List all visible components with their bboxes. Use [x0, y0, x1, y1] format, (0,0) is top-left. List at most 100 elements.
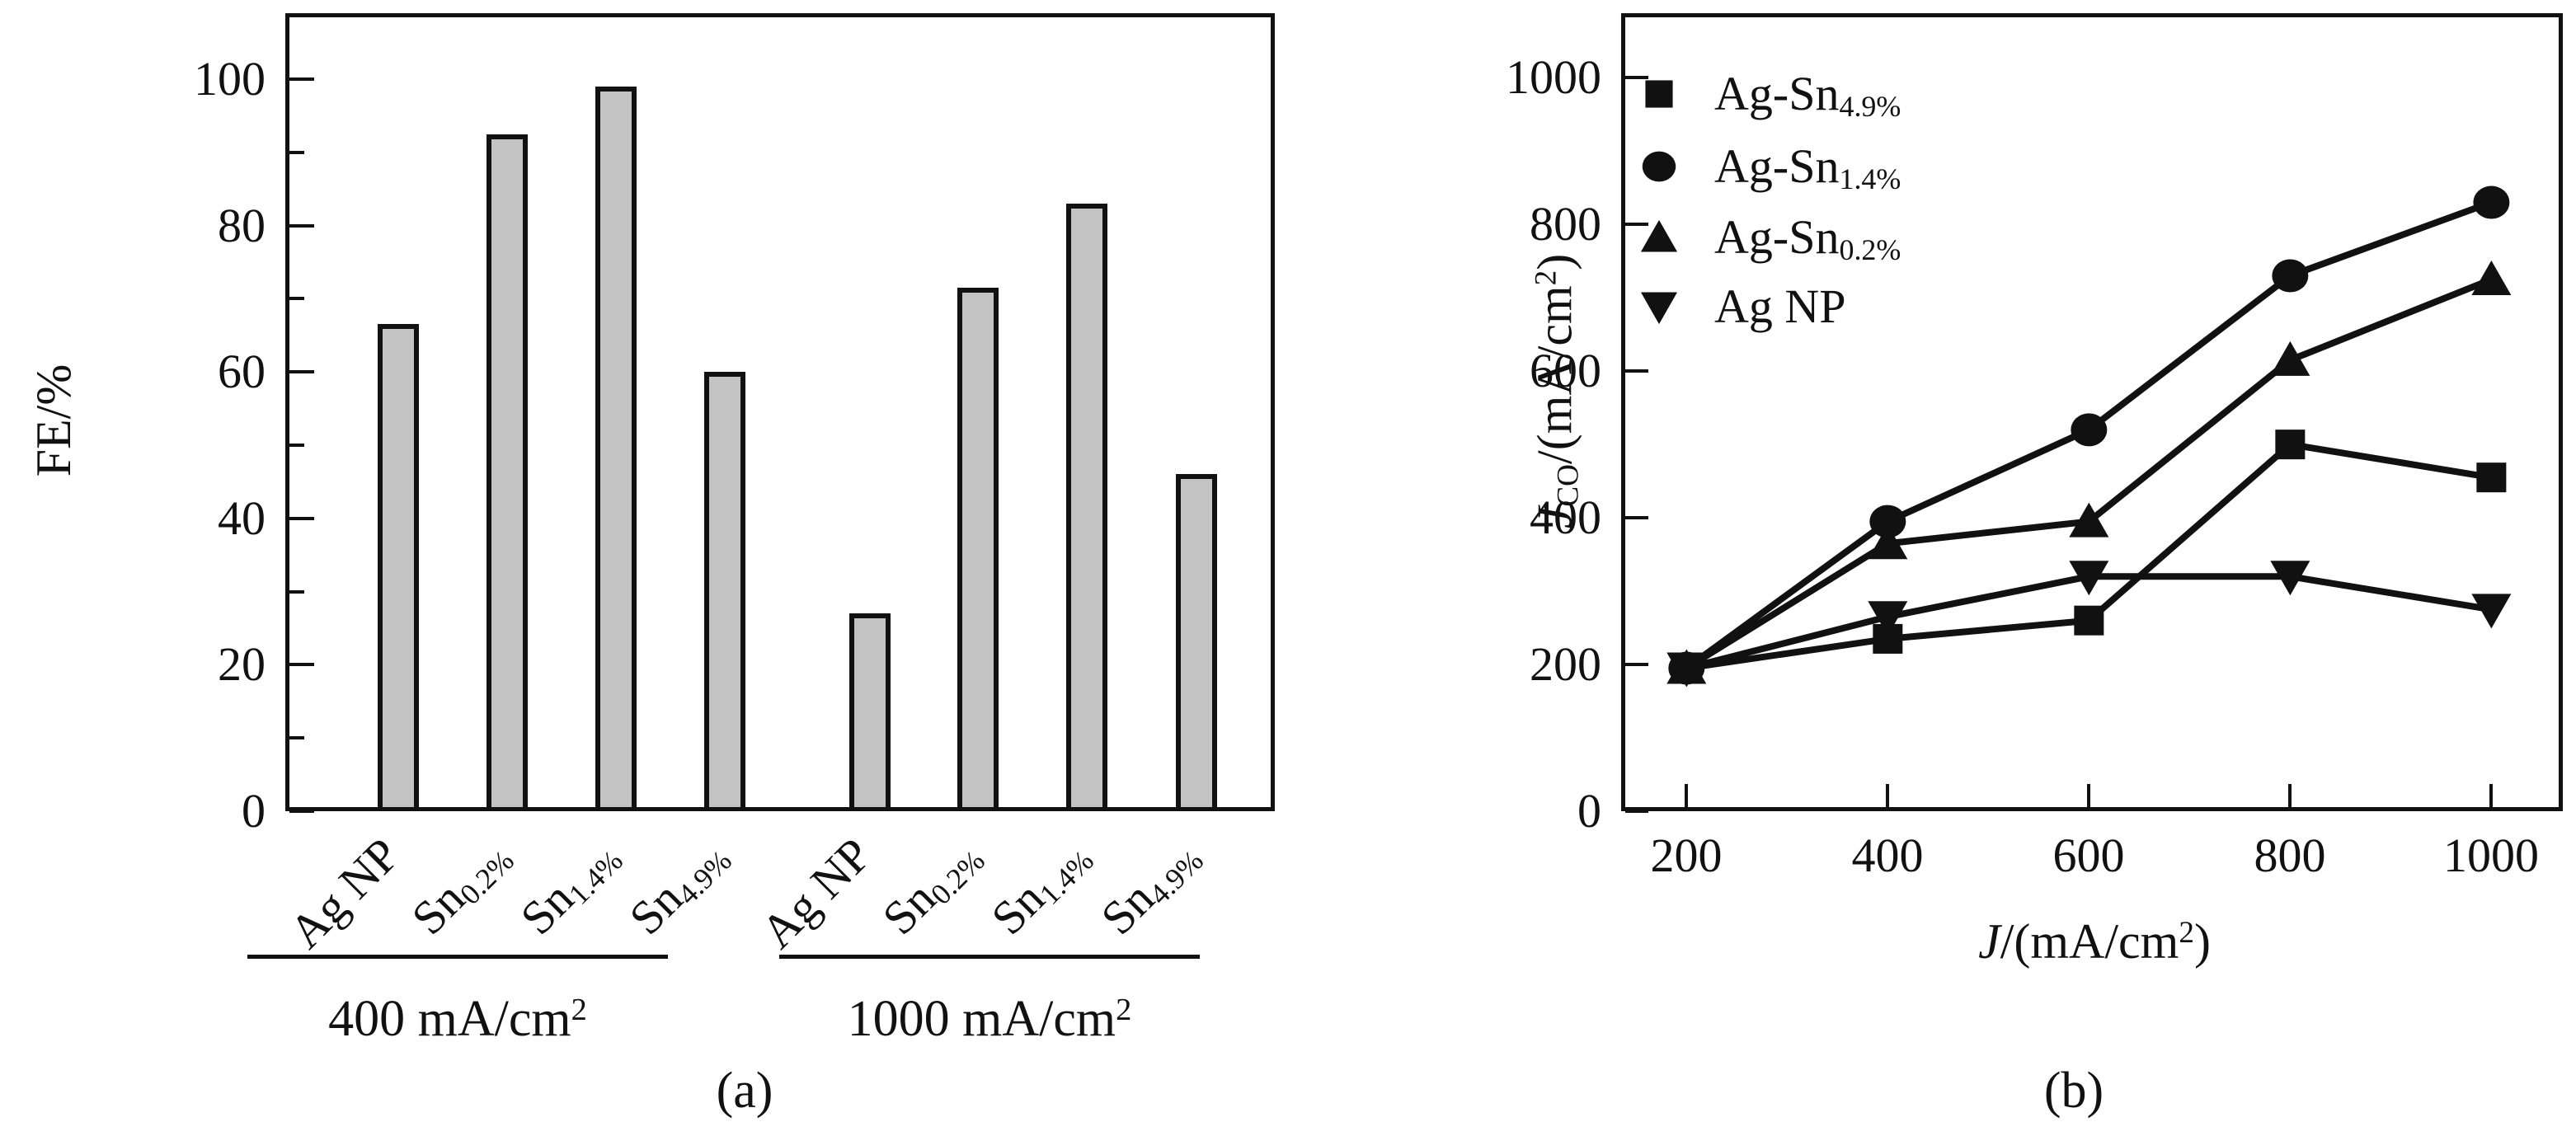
legend-label: Ag-Sn0.2% [1714, 209, 1901, 272]
bar [595, 87, 637, 807]
x-tick-label: 600 [2052, 829, 2125, 882]
y-tick-label: 80 [218, 199, 266, 252]
circle-marker [1642, 151, 1676, 182]
y-tick-label: 0 [242, 784, 266, 838]
x-axis-tick [1685, 784, 1688, 807]
label-part: Ag-Sn [1714, 139, 1840, 193]
label-part: Ag-Sn [1714, 210, 1840, 264]
label-part: 1000 mA/cm [847, 991, 1116, 1047]
y-axis-major-tick [289, 370, 314, 373]
y-axis-major-tick [289, 224, 314, 228]
triangle-up-marker [2270, 340, 2310, 376]
y-axis-tick [1625, 516, 1648, 519]
x-tick-label: 800 [2254, 829, 2326, 882]
group-label: 1000 mA/cm2 [701, 993, 1278, 1052]
label-part: J [1978, 914, 2000, 969]
legend-label: Ag NP [1714, 278, 1846, 336]
y-axis-tick [1625, 76, 1648, 79]
plot-area-b [1621, 13, 2563, 811]
panel-caption-a: (a) [716, 1063, 773, 1119]
y-tick-label: 100 [194, 52, 266, 106]
square-marker [2074, 605, 2104, 636]
y-axis-tick [1625, 810, 1648, 813]
x-axis-label-b: J/(mA/cm2) [1806, 912, 2383, 979]
triangle-up-marker [2471, 260, 2512, 295]
circle-marker [1869, 505, 1906, 538]
square-marker [2476, 462, 2507, 493]
label-part: 2 [1116, 992, 1132, 1027]
y-axis-minor-tick [289, 736, 304, 739]
y-tick-label: 0 [1577, 784, 1601, 838]
label-part: 2 [1529, 270, 1563, 286]
y-tick-label: 400 [1530, 491, 1601, 544]
x-axis-tick [1886, 784, 1889, 807]
y-axis-minor-tick [289, 297, 304, 300]
x-tick-label: 400 [1851, 829, 1924, 882]
label-part: 4.9% [1839, 89, 1901, 123]
label-part: 2 [2179, 916, 2194, 951]
x-axis-tick [2489, 784, 2493, 807]
y-axis-tick [1625, 369, 1648, 373]
label-part: 1.4% [1839, 162, 1901, 195]
label-part: 2 [571, 992, 587, 1027]
triangle-down-marker [1666, 652, 1707, 688]
triangle-up-marker [1640, 219, 1678, 252]
group-underline [779, 955, 1200, 959]
y-axis-minor-tick [289, 590, 304, 594]
circle-marker [2071, 413, 2108, 447]
y-tick-label: 600 [1530, 344, 1601, 397]
triangle-down-marker [1868, 601, 1908, 636]
bar [849, 613, 891, 807]
x-tick-label: 1000 [2443, 829, 2539, 882]
legend-label: Ag-Sn1.4% [1714, 138, 1901, 201]
label-part: Ag NP [1714, 279, 1846, 333]
legend-marker [1640, 219, 1678, 252]
triangle-down-marker [2069, 561, 2109, 596]
y-axis-major-tick [289, 77, 314, 81]
triangle-down-marker [2270, 561, 2310, 596]
square-marker [1645, 80, 1673, 108]
circle-marker [2473, 185, 2510, 219]
x-axis-tick [2087, 784, 2090, 807]
group-label: 400 mA/cm2 [169, 993, 746, 1052]
bar [378, 324, 419, 807]
bar [1176, 474, 1217, 807]
line-series-svg [1666, 185, 2512, 688]
legend-marker [1640, 292, 1678, 325]
y-tick-label: 60 [218, 345, 266, 398]
x-axis-tick [2288, 784, 2292, 807]
group-underline [247, 955, 668, 959]
y-axis-major-tick [289, 663, 314, 666]
label-part: ) [2193, 914, 2211, 969]
label-part: Ag-Sn [1714, 67, 1840, 120]
y-tick-label: 20 [218, 637, 266, 691]
legend-label: Ag-Sn4.9% [1714, 65, 1901, 129]
panel-caption-b: (b) [2043, 1063, 2104, 1119]
circle-marker [2272, 259, 2309, 293]
x-tick-label: 200 [1650, 829, 1723, 882]
y-axis-tick [1625, 663, 1648, 666]
square-marker [2275, 430, 2306, 460]
triangle-down-marker [1640, 292, 1678, 325]
y-axis-minor-tick [289, 444, 304, 447]
y-axis-major-tick [289, 810, 314, 813]
y-tick-label: 1000 [1506, 50, 1601, 104]
label-part: ) [1527, 253, 1582, 270]
y-axis-minor-tick [289, 151, 304, 154]
triangle-up-marker [2069, 502, 2109, 538]
legend-marker [1645, 80, 1673, 108]
bar [487, 134, 528, 807]
plot-area-a [285, 13, 1275, 811]
bar [957, 288, 999, 807]
legend-marker [1642, 151, 1676, 182]
label-part: 0.2% [1839, 232, 1901, 266]
y-axis-tick [1625, 223, 1648, 226]
label-part: 400 mA/cm [328, 991, 571, 1047]
y-tick-label: 40 [218, 491, 266, 545]
label-part: /(mA/cm [2000, 914, 2179, 969]
bar [1066, 204, 1107, 807]
y-tick-label: 200 [1530, 637, 1601, 691]
y-axis-major-tick [289, 517, 314, 520]
